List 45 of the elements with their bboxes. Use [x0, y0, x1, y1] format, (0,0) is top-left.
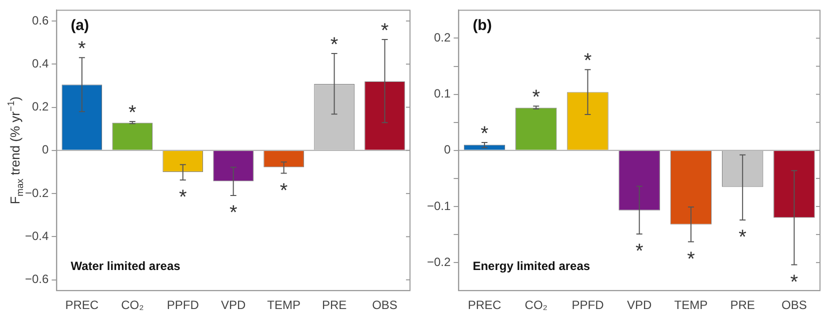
annotation: *: [280, 180, 288, 202]
x-tick-label: PPFD: [572, 298, 604, 312]
annotation: *: [380, 20, 389, 42]
x-tick-label: PPFD: [166, 298, 200, 312]
y-tick-label: −0.6: [24, 272, 49, 286]
annotation: (b): [472, 16, 492, 34]
annotation: *: [532, 86, 540, 109]
annotation: *: [480, 123, 489, 146]
x-tick-label: TEMP: [267, 298, 300, 312]
x-tick-label: PRE: [322, 298, 347, 312]
x-tick-label: PRE: [730, 298, 755, 312]
x-tick-label: OBS: [372, 298, 398, 312]
x-tick-label: OBS: [782, 298, 807, 312]
y-tick-label: 0: [444, 142, 451, 157]
x-tick-label: VPD: [221, 298, 246, 312]
annotation: *: [635, 240, 644, 262]
annotation: *: [229, 202, 238, 224]
annotation: *: [738, 226, 747, 248]
x-tick-label: CO₂: [524, 298, 548, 312]
annotation: *: [790, 271, 798, 294]
x-tick-label: PREC: [65, 298, 99, 312]
y-tick-label: −0.1: [426, 198, 451, 213]
y-axis-title: Fmax trend (% yr−1): [6, 96, 26, 204]
annotation: (a): [70, 16, 90, 34]
y-tick-label: 0.1: [434, 86, 452, 101]
annotation: *: [687, 248, 696, 270]
annotation: Energy limited areas: [472, 258, 590, 273]
y-tick-label: 0.2: [434, 30, 452, 45]
x-tick-label: PREC: [468, 298, 502, 312]
y-tick-label: 0.2: [32, 100, 50, 114]
annotation: *: [78, 38, 86, 60]
y-tick-label: −0.4: [24, 228, 49, 243]
annotation: *: [330, 34, 338, 56]
annotation: Water limited areas: [70, 258, 181, 273]
x-tick-label: CO₂: [121, 298, 144, 312]
y-tick-label: −0.2: [24, 186, 49, 200]
annotation: *: [584, 50, 592, 72]
y-tick-label: −0.2: [426, 254, 451, 269]
x-tick-label: VPD: [627, 298, 652, 312]
annotation: *: [128, 102, 136, 124]
y-tick-label: 0.6: [32, 13, 50, 28]
y-tick-label: 0: [42, 142, 49, 157]
x-tick-label: TEMP: [674, 298, 708, 312]
annotation: *: [178, 186, 187, 208]
y-tick-label: 0.4: [32, 56, 50, 70]
